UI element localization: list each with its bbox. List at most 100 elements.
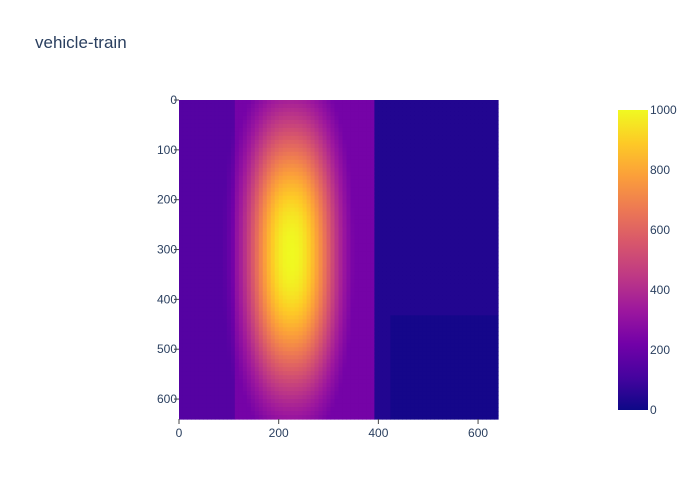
heatmap-cell (214, 123, 220, 129)
heatmap-cell (366, 243, 371, 249)
heatmap-cell (302, 263, 308, 269)
heatmap-cell (394, 131, 399, 137)
heatmap-cell (422, 171, 427, 177)
heatmap-cell (394, 307, 399, 312)
heatmap-cell (330, 123, 336, 129)
heatmap-cell (182, 331, 188, 336)
heatmap-cell (414, 251, 419, 257)
heatmap-cell (378, 315, 383, 320)
heatmap-cell (306, 100, 312, 105)
heatmap-cell (298, 163, 304, 169)
heatmap-cell (266, 207, 272, 213)
heatmap-cell (202, 203, 208, 209)
heatmap-cell (350, 223, 356, 229)
heatmap-cell (426, 163, 431, 169)
heatmap-cell (242, 167, 248, 173)
heatmap-cell (278, 115, 284, 121)
heatmap-cell (270, 315, 276, 320)
heatmap-cell (182, 123, 188, 129)
heatmap-cell (486, 207, 491, 213)
heatmap-cell (434, 191, 439, 197)
heatmap-cell (430, 315, 435, 320)
heatmap-cell (282, 199, 288, 205)
heatmap-cell (250, 219, 256, 225)
heatmap-cell (246, 151, 252, 157)
heatmap-cell (270, 159, 276, 165)
heatmap-cell (398, 179, 403, 185)
heatmap-cell (210, 139, 216, 145)
heatmap-cell (278, 223, 284, 229)
heatmap-cell (390, 251, 395, 257)
heatmap-cell (234, 279, 240, 285)
heatmap-cell (338, 331, 344, 336)
heatmap-cell (182, 347, 188, 352)
heatmap-cell (338, 335, 344, 340)
heatmap-cell (494, 195, 499, 201)
heatmap-cell (290, 123, 296, 129)
heatmap-cell (422, 331, 427, 336)
heatmap-cell (390, 151, 395, 157)
heatmap-cell (234, 100, 240, 105)
heatmap-cell (446, 155, 451, 161)
heatmap-cell (214, 303, 220, 308)
heatmap-cell (226, 263, 232, 269)
heatmap-cell (190, 175, 196, 181)
heatmap-cell (266, 131, 272, 137)
heatmap-cell (402, 163, 407, 169)
heatmap-cell (374, 247, 379, 253)
heatmap-cell (286, 239, 292, 245)
heatmap-cell (422, 251, 427, 257)
heatmap-cell (358, 319, 364, 324)
heatmap-cell (298, 211, 304, 217)
heatmap-cell (342, 127, 348, 133)
heatmap-cell (258, 275, 264, 281)
heatmap-cell (406, 195, 411, 201)
heatmap-cell (282, 171, 288, 177)
heatmap-cell (262, 323, 268, 328)
heatmap-cell (318, 247, 324, 253)
heatmap-cell (334, 295, 340, 300)
heatmap-cell (206, 275, 212, 281)
heatmap-cell (394, 311, 399, 316)
heatmap-cell (466, 327, 471, 332)
heatmap-cell (406, 119, 411, 125)
heatmap-cell (406, 219, 411, 225)
heatmap-cell (218, 207, 224, 213)
heatmap-cell (358, 315, 364, 320)
heatmap-cell (230, 179, 236, 185)
heatmap-cell (450, 239, 455, 245)
heatmap-cell (330, 283, 336, 289)
heatmap-cell (182, 151, 188, 157)
heatmap-cell (358, 183, 364, 189)
heatmap-cell (446, 279, 451, 285)
heatmap-cell (226, 343, 232, 348)
heatmap-cell (246, 251, 252, 257)
heatmap-cell (294, 311, 300, 316)
heatmap-cell (342, 243, 348, 249)
heatmap-cell (318, 143, 324, 149)
heatmap-cell (406, 199, 411, 205)
heatmap-cell (354, 191, 360, 197)
heatmap-cell (470, 123, 475, 129)
heatmap-cell (190, 307, 196, 312)
heatmap-cell (186, 283, 192, 289)
heatmap-cell (478, 267, 483, 273)
heatmap-cell (218, 167, 224, 173)
heatmap-cell (394, 215, 399, 221)
heatmap-cell (382, 227, 387, 233)
heatmap-cell (322, 323, 328, 328)
heatmap-cell (218, 183, 224, 189)
heatmap-cell (378, 319, 383, 324)
heatmap-cell (398, 147, 403, 153)
heatmap-cell (458, 291, 463, 296)
heatmap-cell (362, 167, 368, 173)
heatmap-cell (418, 175, 423, 181)
heatmap-cell (346, 339, 352, 344)
heatmap-cell (306, 283, 312, 289)
heatmap-cell (254, 323, 260, 328)
heatmap-cell (426, 103, 431, 109)
heatmap-cell (330, 131, 336, 137)
heatmap-cell (226, 123, 232, 129)
heatmap-cell (366, 255, 371, 261)
heatmap-cell (450, 255, 455, 261)
